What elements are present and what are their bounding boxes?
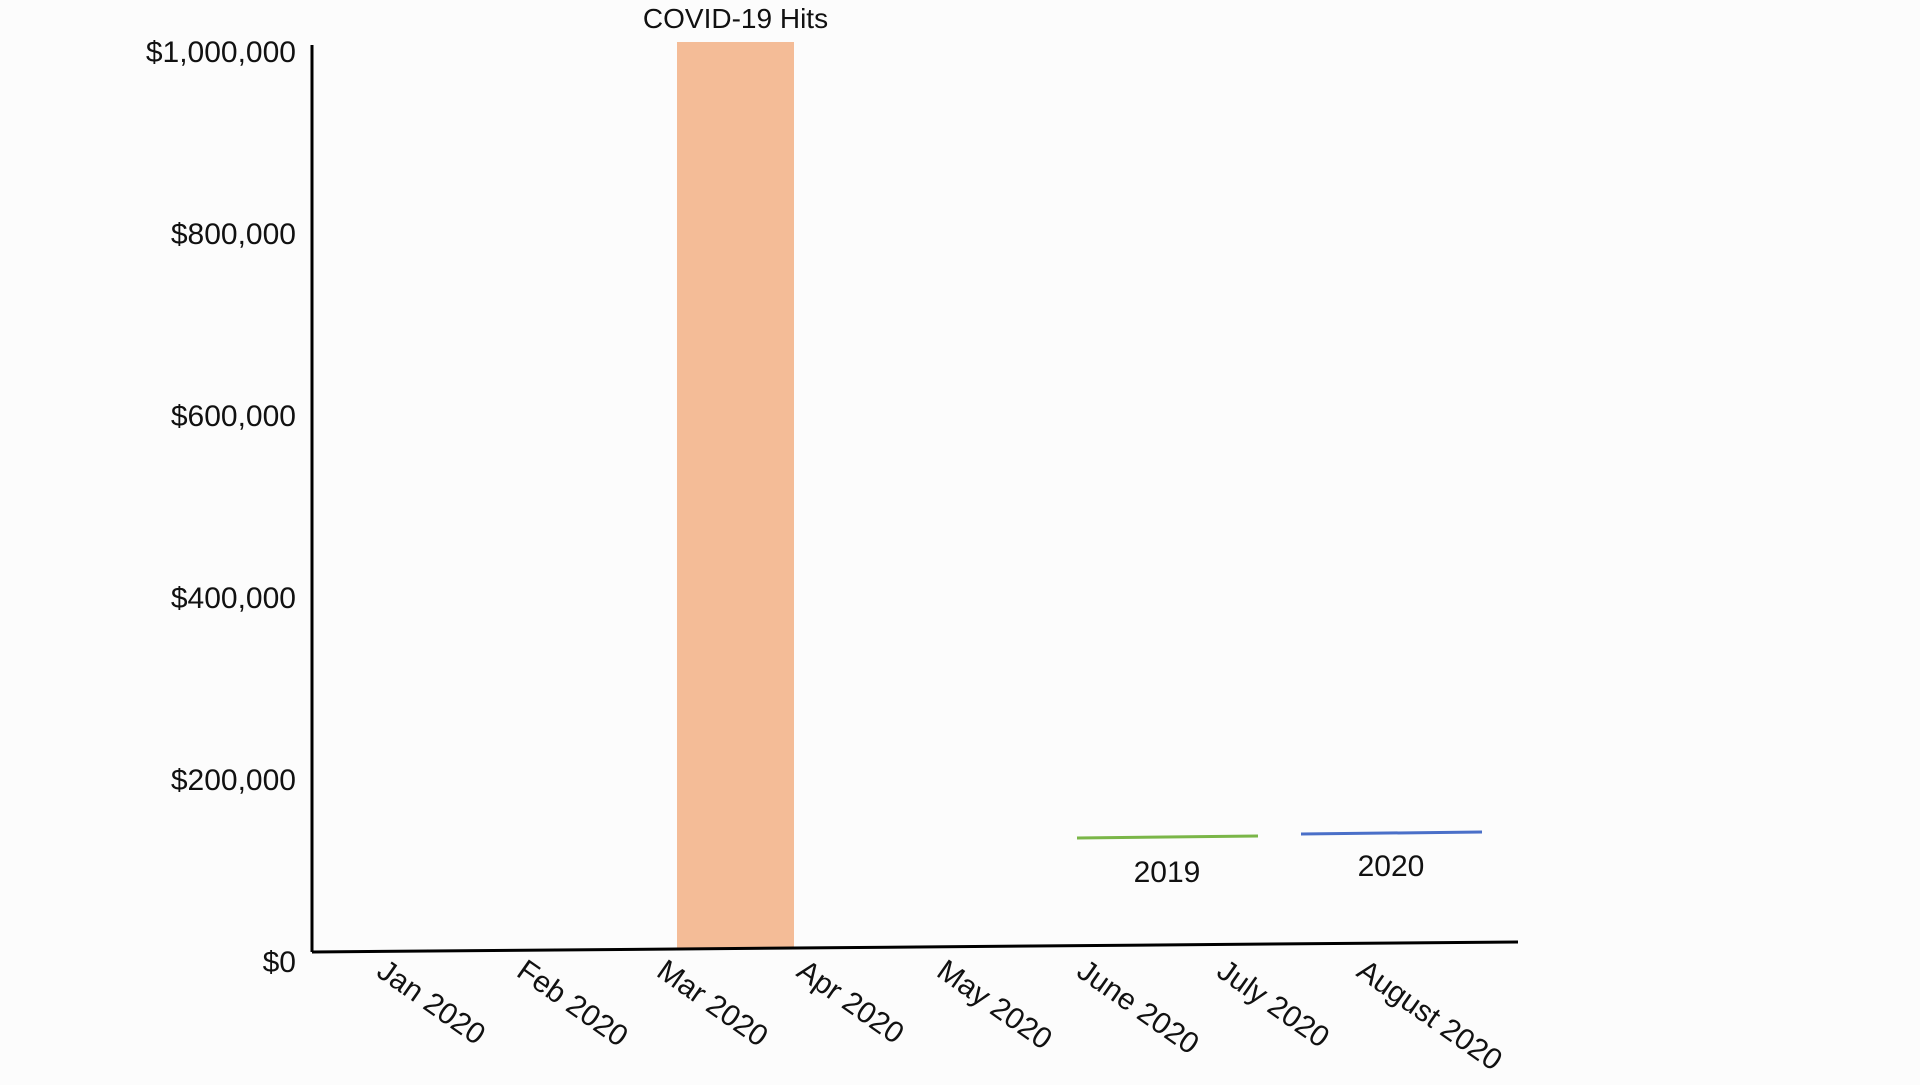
x-tick-label: August 2020 [1351,954,1508,1078]
highlight-bar [677,42,794,949]
x-tick-label: July 2020 [1211,954,1335,1055]
x-tick-label: Feb 2020 [511,954,634,1054]
x-tick-label: Jan 2020 [371,954,491,1052]
legend-line [1076,834,1259,840]
y-tick-label: $400,000 [171,582,296,615]
y-tick-label: $200,000 [171,764,296,797]
x-axis-line [311,940,1519,954]
legend-line [1300,830,1483,836]
x-tick-label: Mar 2020 [651,954,774,1054]
x-tick-label: May 2020 [931,954,1058,1057]
legend-label: 2020 [1358,850,1425,883]
y-tick-label: $800,000 [171,218,296,251]
legend-label: 2019 [1134,856,1201,889]
y-tick-label: $0 [263,946,296,979]
y-tick-label: $1,000,000 [146,36,296,69]
x-tick-label: Apr 2020 [791,954,910,1051]
highlight-label: COVID-19 Hits [643,3,828,34]
y-tick-label: $600,000 [171,400,296,433]
x-tick-label: June 2020 [1071,954,1205,1061]
